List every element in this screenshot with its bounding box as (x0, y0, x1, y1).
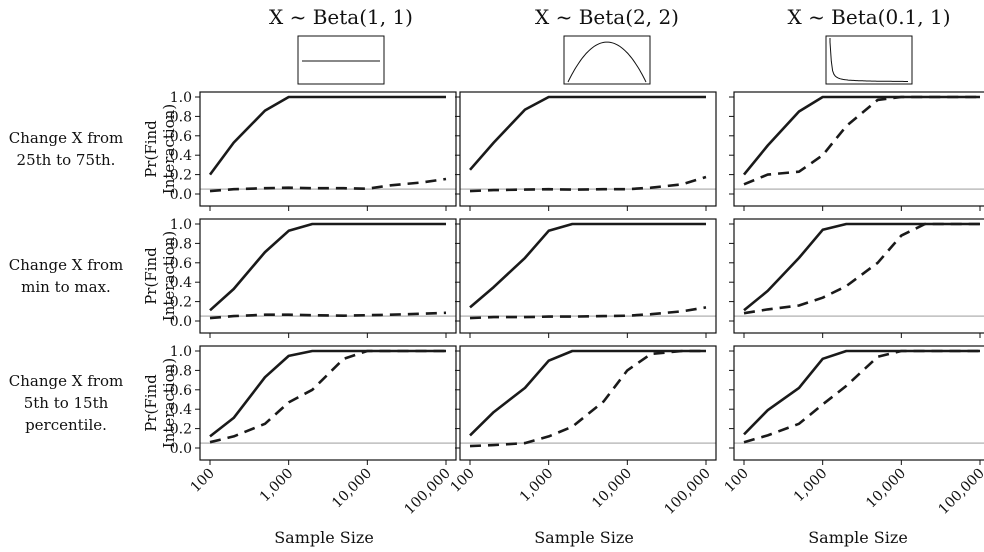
panel-frame (459, 218, 717, 334)
panel-frame (459, 91, 717, 207)
x-tick-label: 100 (448, 466, 478, 496)
y-axis-title: Interaction) (160, 104, 178, 194)
row-label: Change X from (9, 372, 123, 390)
series-line-dashed (469, 175, 707, 193)
panel-frame (459, 345, 717, 461)
column-title: X ~ Beta(0.1, 1) (787, 5, 950, 29)
row-label: 5th to 15th (24, 394, 109, 412)
series-line-solid (469, 349, 706, 437)
row-label: percentile. (25, 416, 107, 434)
series-line-solid (743, 349, 980, 436)
y-axis-title: Interaction) (160, 231, 178, 321)
panel-frame (199, 218, 457, 334)
x-tick-label: 10,000 (863, 466, 909, 512)
chart-panel (455, 218, 717, 338)
y-tick-label: 0.8 (170, 363, 192, 379)
x-tick-label: 10,000 (589, 466, 635, 512)
row-label: 25th to 75th. (17, 151, 116, 169)
x-tick-label: 100 (722, 466, 752, 496)
panel-frame (199, 345, 457, 461)
y-tick-label: 0.4 (170, 275, 192, 291)
y-tick-label: 1.0 (170, 90, 192, 106)
series-line-dashed (743, 349, 980, 444)
y-tick-label: 0.2 (170, 168, 192, 184)
y-tick-label: 0.6 (170, 256, 192, 272)
chart-panel: 0.0 0.2 0.4 0.6 0.8 1.0 Pr(Find Interaction) (142, 90, 457, 211)
y-tick-label: 0.0 (170, 441, 192, 457)
y-tick-label: 0.8 (170, 236, 192, 252)
chart-panel: 100 1,000 10,000 100,000 (448, 345, 717, 518)
series-line-solid (469, 222, 706, 309)
y-tick-label: 0.2 (170, 422, 192, 438)
y-tick-label: 0.4 (170, 402, 192, 418)
y-tick-label: 0.8 (170, 109, 192, 125)
series-line-dashed (743, 95, 980, 186)
series-line-dashed (469, 306, 707, 320)
y-tick-label: 0.6 (170, 383, 192, 399)
column-title: X ~ Beta(2, 2) (535, 5, 679, 29)
x-tick-label: 1,000 (257, 466, 297, 506)
row-label: min to max. (21, 278, 111, 296)
panel-frame (733, 91, 984, 207)
density-thumbnail (825, 35, 913, 85)
y-tick-label: 0.2 (170, 295, 192, 311)
row-label: Change X from (9, 129, 123, 147)
chart-panel: 100 1,000 10,000 100,000 (722, 345, 984, 518)
y-tick-label: 1.0 (170, 344, 192, 360)
chart-panel (455, 91, 717, 211)
density-curve (829, 38, 908, 82)
series-line-solid (209, 349, 446, 438)
y-tick-label: 0.4 (170, 148, 192, 164)
y-axis-title: Pr(Find (142, 247, 160, 305)
x-axis-title: Sample Size (534, 528, 634, 547)
series-line-dashed (743, 222, 980, 315)
y-tick-label: 0.0 (170, 314, 192, 330)
series-line-dashed (469, 349, 706, 448)
series-line-solid (208, 95, 446, 176)
x-tick-label: 100,000 (936, 466, 984, 518)
x-tick-label: 1,000 (517, 466, 557, 506)
series-line-solid (209, 222, 446, 312)
chart-panel (729, 91, 984, 211)
panel-frame (733, 218, 984, 334)
y-tick-label: 1.0 (170, 217, 192, 233)
panel-frame (733, 345, 984, 461)
panel-frame (199, 91, 457, 207)
x-tick-label: 100,000 (662, 466, 714, 518)
series-line-solid (743, 222, 980, 312)
x-tick-label: 100,000 (402, 466, 454, 518)
y-axis-title: Interaction) (160, 358, 178, 448)
series-line-dashed (209, 349, 446, 444)
x-axis-title: Sample Size (274, 528, 374, 547)
y-tick-label: 0.6 (170, 129, 192, 145)
series-line-solid (469, 95, 706, 171)
x-axis-title: Sample Size (808, 528, 908, 547)
row-label: Change X from (9, 256, 123, 274)
x-tick-label: 1,000 (791, 466, 831, 506)
density-thumbnail (563, 35, 651, 85)
y-axis-title: Pr(Find (142, 120, 160, 178)
chart-panel: 0.0 0.2 0.4 0.6 0.8 1.0 Pr(Find Interaction) 100… (142, 344, 457, 518)
column-title: X ~ Beta(1, 1) (269, 5, 413, 29)
x-tick-label: 100 (188, 466, 218, 496)
chart-panel: 0.0 0.2 0.4 0.6 0.8 1.0 Pr(Find Interaction) (142, 217, 457, 338)
series-line-solid (742, 95, 980, 176)
x-tick-label: 10,000 (329, 466, 375, 512)
chart-panel (729, 218, 984, 338)
series-line-dashed (209, 177, 447, 193)
y-tick-label: 0.0 (170, 187, 192, 203)
density-curve (567, 41, 647, 83)
y-axis-title: Pr(Find (142, 374, 160, 432)
series-line-dashed (209, 311, 447, 320)
density-thumbnail (297, 35, 385, 85)
